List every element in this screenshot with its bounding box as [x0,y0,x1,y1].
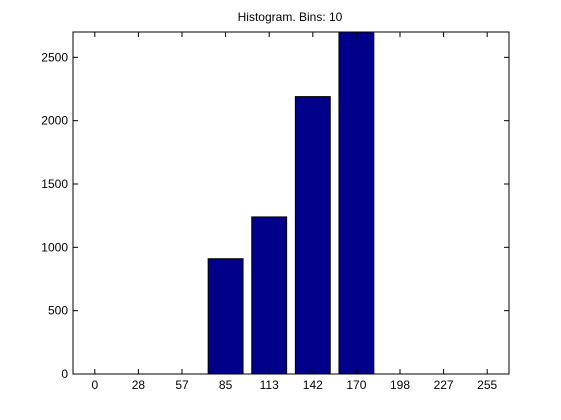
x-tick-label-255: 255 [477,378,497,392]
x-tick-label-113: 113 [260,378,279,392]
x-axis: 0 28 57 85 113 142 170 198 227 255 [91,32,498,392]
bar-142 [294,96,331,375]
y-tick-label-0: 0 [61,367,68,381]
x-tick-label-170: 170 [346,378,366,392]
bar-85 [207,258,244,375]
x-tick-label-28: 28 [132,378,146,392]
bar-170 [338,31,375,375]
y-tick-label-1000: 1000 [41,240,68,254]
y-tick-label-500: 500 [48,304,68,318]
x-tick-label-198: 198 [390,378,410,392]
x-tick-label-0: 0 [91,378,98,392]
bars-group [207,31,375,375]
x-tick-label-227: 227 [434,378,454,392]
x-tick-label-57: 57 [175,378,189,392]
chart-title: Histogram. Bins: 10 [238,10,343,24]
y-tick-label-1500: 1500 [41,177,68,191]
plot-area [72,31,510,375]
y-axis: 0 500 1000 1500 2000 2500 [41,50,509,381]
bar-113 [251,216,288,375]
y-tick-label-2500: 2500 [41,50,68,64]
x-tick-label-142: 142 [303,378,323,392]
y-tick-label-2000: 2000 [41,114,68,128]
x-tick-label-85: 85 [219,378,233,392]
